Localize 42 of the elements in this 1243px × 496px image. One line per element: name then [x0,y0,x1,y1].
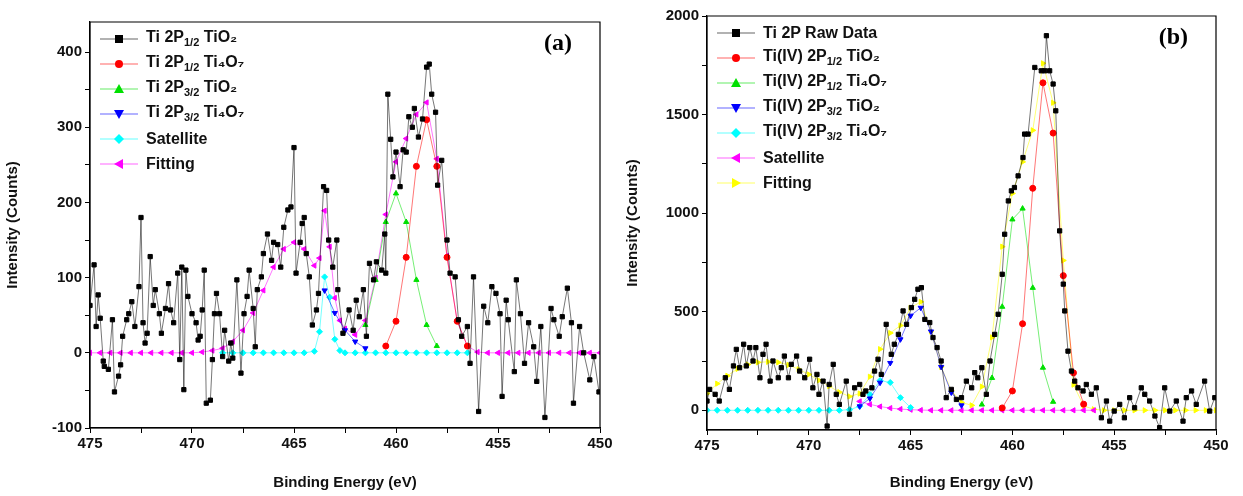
legend-label: Ti 2P$_{1/2}$ Ti₄O₇ [146,53,245,74]
legend-label: Ti 2P$_{3/2}$ TiO₂ [146,78,238,99]
y-tick-label: 0 [690,400,699,418]
legend-label: Ti(IV) 2P$_{3/2}$ Ti₄O₇ [763,122,887,143]
x-tick-label: 450 [587,434,613,452]
legend-label: Ti(IV) 2P$_{1/2}$ Ti₄O₇ [763,72,887,93]
x-tick-label: 465 [898,436,924,454]
x-tick-label: 470 [179,434,205,452]
annotation: (a) [544,29,572,56]
x-tick-label: 465 [281,434,307,452]
x-tick-label: 475 [77,434,103,452]
legend-label: Ti 2P$_{3/2}$ Ti₄O₇ [146,103,245,124]
y-tick-label: 200 [56,192,82,210]
annotation: (b) [1158,23,1188,50]
y-tick-label: 300 [56,117,82,135]
legend-label: Satellite [763,148,825,167]
y-tick-label: -100 [51,418,82,436]
y-tick-label: 100 [56,267,82,285]
x-tick-label: 475 [694,436,720,454]
legend-label: Fitting [146,154,195,173]
y-tick-label: 1500 [665,104,699,122]
x-axis-title: Binding Energy (eV) [273,473,417,491]
y-tick-label: 500 [673,301,699,319]
x-tick-label: 470 [796,436,822,454]
legend-label: Ti(IV) 2P$_{1/2}$ TiO₂ [763,47,880,68]
x-tick-label: 455 [485,434,511,452]
y-axis-title: Intensity (Counts) [3,161,21,289]
x-tick-label: 455 [1101,436,1127,454]
y-axis-title: Intensity (Counts) [623,159,641,287]
x-tick-label: 460 [383,434,409,452]
y-tick-label: 0 [73,342,82,360]
legend-label: Fitting [763,173,812,192]
x-tick-label: 450 [1203,436,1229,454]
legend-label: Ti(IV) 2P$_{3/2}$ TiO₂ [763,97,880,118]
y-tick-label: 2000 [665,6,699,24]
legend-label: Ti 2P Raw Data [763,23,878,42]
y-tick-label: 400 [56,42,82,60]
x-tick-label: 460 [999,436,1025,454]
legend-label: Satellite [146,129,208,148]
y-tick-label: 1000 [665,203,699,221]
x-axis-title: Binding Energy (eV) [889,473,1034,491]
legend-label: Ti 2P$_{1/2}$ TiO₂ [146,28,238,49]
